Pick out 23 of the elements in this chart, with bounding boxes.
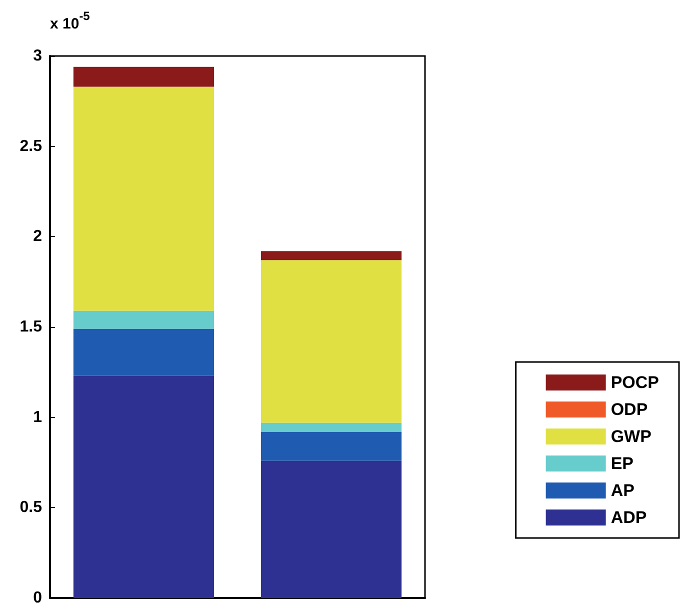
y-tick-label: 1.5 bbox=[20, 318, 42, 336]
legend-label: ADP bbox=[610, 508, 647, 527]
legend-label: ODP bbox=[610, 400, 648, 419]
y-tick-label: 2.5 bbox=[20, 138, 42, 155]
y-tick-label: 0 bbox=[33, 590, 42, 606]
legend-label: EP bbox=[610, 454, 634, 473]
bar bbox=[73, 376, 214, 598]
legend-label: POCP bbox=[610, 373, 660, 392]
bar bbox=[260, 432, 402, 461]
bar bbox=[73, 310, 214, 329]
legend-label: AP bbox=[610, 481, 634, 500]
bar bbox=[73, 86, 214, 311]
y-tick-label: 2 bbox=[33, 228, 42, 246]
y-tick-label: 3 bbox=[33, 48, 42, 64]
bar bbox=[73, 328, 214, 376]
y-tick-label: 1 bbox=[33, 408, 42, 426]
bar bbox=[260, 251, 402, 260]
bar bbox=[73, 66, 214, 87]
bar bbox=[260, 260, 402, 423]
legend-label: GWP bbox=[610, 427, 652, 446]
bar bbox=[260, 422, 402, 432]
bar bbox=[260, 460, 402, 598]
y-tick-label: 0.5 bbox=[20, 499, 42, 516]
